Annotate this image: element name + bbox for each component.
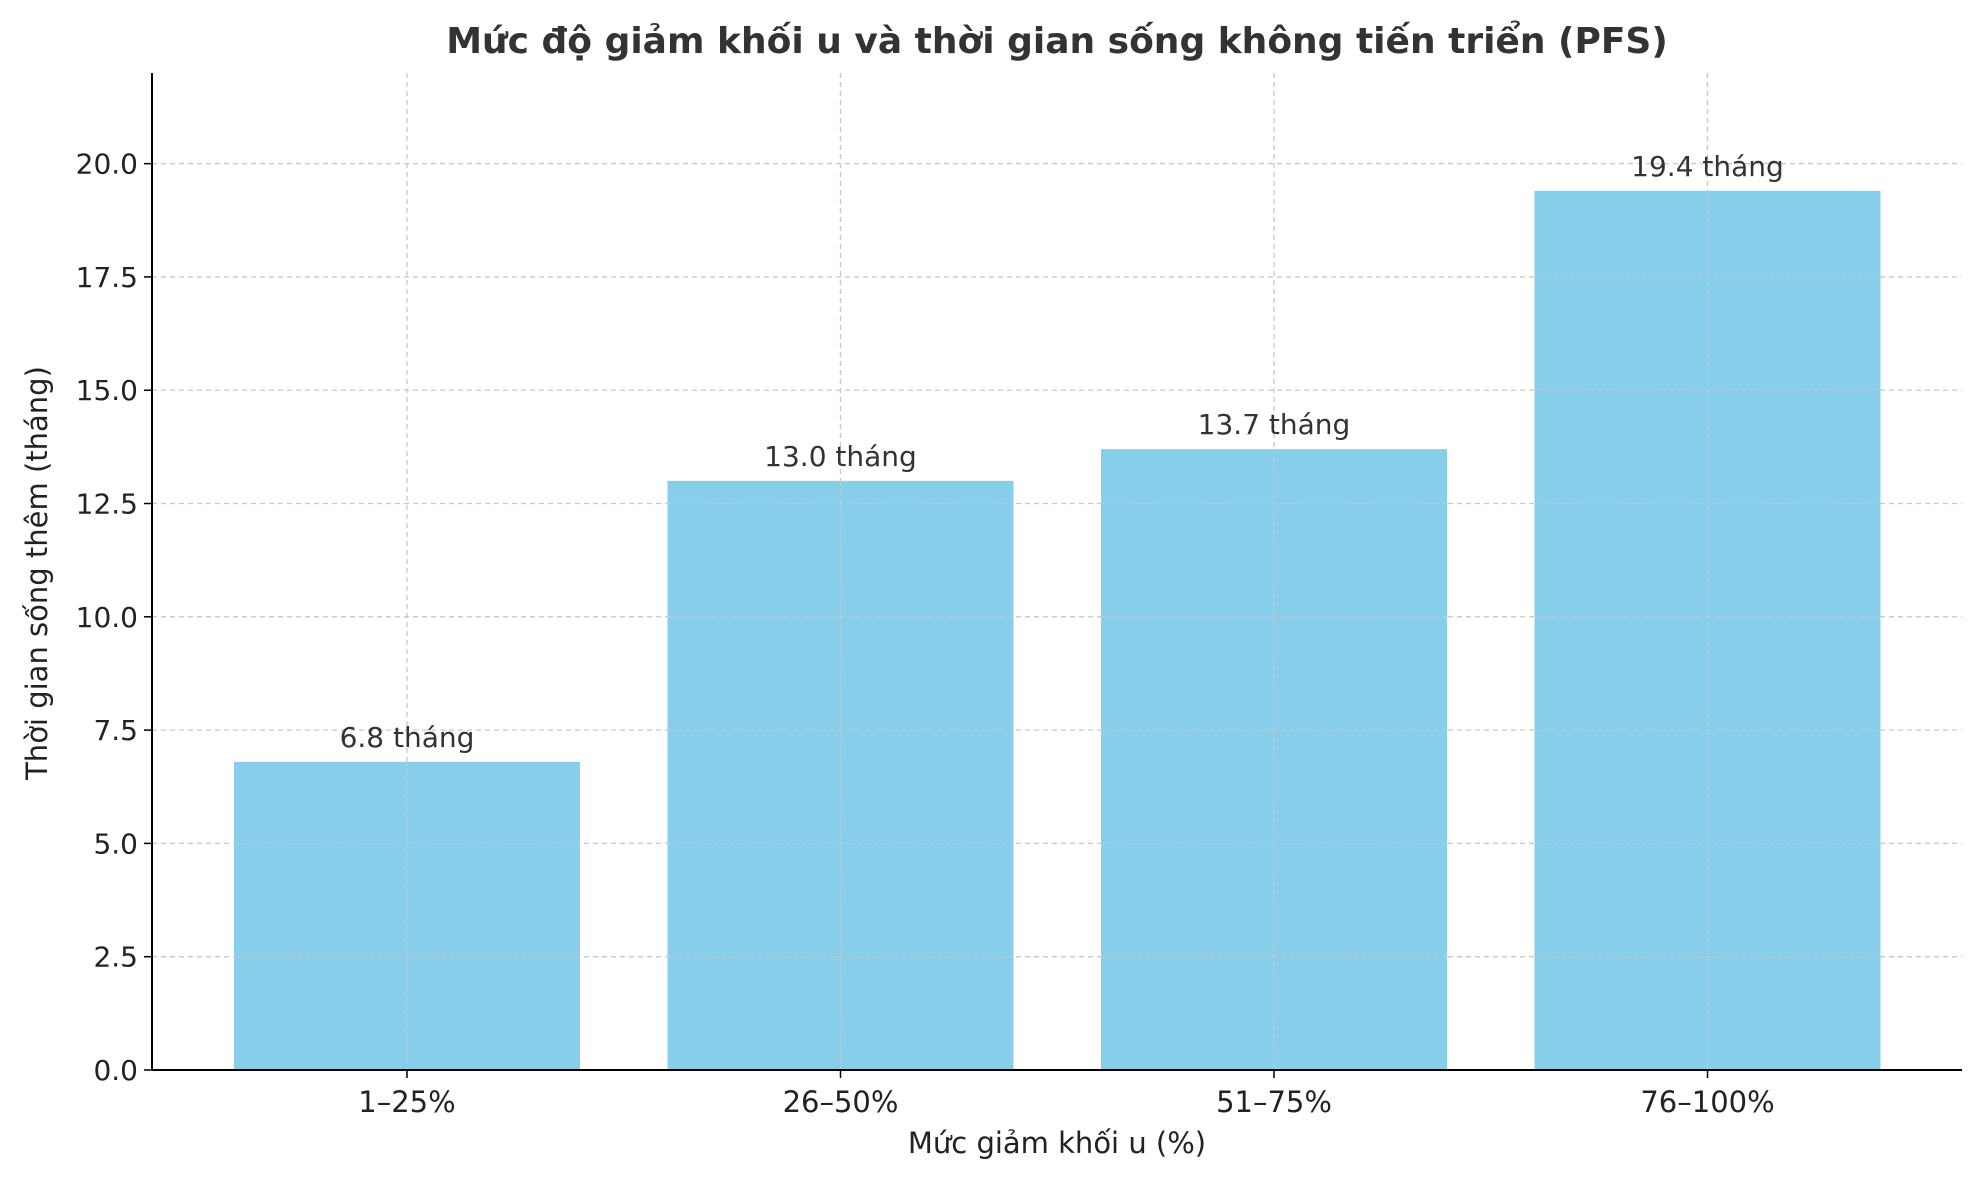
axes xyxy=(144,73,1962,1078)
x-tick-label: 1–25% xyxy=(358,1085,455,1119)
bars xyxy=(234,190,1881,1071)
x-tick-label: 26–50% xyxy=(783,1085,899,1119)
y-tick-label: 0.0 xyxy=(93,1054,138,1087)
x-tick-label: 76–100% xyxy=(1640,1085,1774,1119)
y-tick-label: 20.0 xyxy=(76,148,138,181)
bar-value-label: 6.8 tháng xyxy=(340,721,475,754)
y-tick-label: 10.0 xyxy=(76,601,138,634)
chart-title: Mức độ giảm khối u và thời gian sống khô… xyxy=(446,20,1668,62)
bar xyxy=(667,480,1014,1070)
bar-value-label: 19.4 tháng xyxy=(1631,150,1784,183)
y-tick-label: 7.5 xyxy=(93,714,138,747)
y-tick-label: 17.5 xyxy=(76,261,138,294)
y-axis-label: Thời gian sống thêm (tháng) xyxy=(20,366,54,781)
x-axis-label: Mức giảm khối u (%) xyxy=(908,1126,1206,1160)
y-tick-label: 15.0 xyxy=(76,374,138,407)
y-tick-label: 5.0 xyxy=(93,827,138,860)
bar-value-label: 13.7 tháng xyxy=(1198,408,1351,441)
x-tick-label: 51–75% xyxy=(1216,1085,1332,1119)
y-tick-label: 2.5 xyxy=(93,941,138,974)
bar-value-label: 13.0 tháng xyxy=(764,440,917,473)
y-tick-label: 12.5 xyxy=(76,488,138,521)
tick-labels: 0.0 2.5 5.0 7.5 10.0 12.5 15.0 17.5 20.0 1–25% 26–… xyxy=(76,148,1775,1119)
data-labels: 6.8 tháng 13.0 tháng 13.7 tháng 19.4 tháng xyxy=(234,150,1881,1070)
